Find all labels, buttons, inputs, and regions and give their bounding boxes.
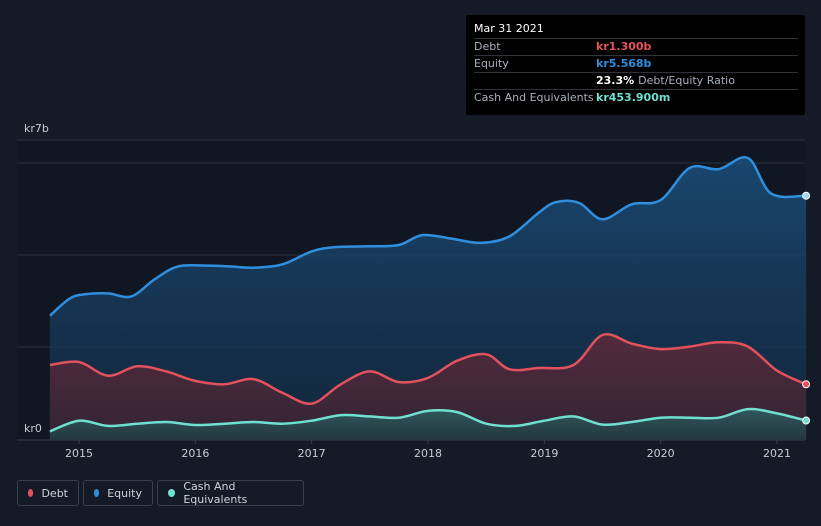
tooltip-value: kr5.568b [596, 57, 652, 70]
cash-and-equivalents-area [49, 408, 807, 440]
x-tick-label: 2017 [298, 447, 326, 460]
data-tooltip: Mar 31 2021 Debt kr1.300b Equity kr5.568… [466, 15, 805, 115]
equity-dot-icon [94, 489, 100, 497]
x-tick-label: 2016 [181, 447, 209, 460]
debt-line [49, 332, 807, 405]
legend-label: Debt [41, 486, 68, 500]
cash-and-equivalents-end-point [802, 416, 811, 425]
legend-item-debt[interactable]: Debt [17, 480, 79, 506]
tooltip-value: kr453.900m [596, 91, 671, 104]
legend-label: Equity [107, 486, 142, 500]
legend-label: Cash And Equivalents [183, 480, 248, 506]
tooltip-label: Cash And Equivalents [474, 91, 594, 104]
x-tick-label: 2019 [530, 447, 558, 460]
debt-area [49, 334, 807, 440]
cash-dot-icon [168, 489, 176, 497]
x-tick-label: 2021 [763, 447, 791, 460]
tooltip-ratio-suffix: Debt/Equity Ratio [638, 74, 735, 87]
x-tick-label: 2015 [65, 447, 93, 460]
tooltip-label: Equity [474, 57, 509, 70]
x-tick-label: 2018 [414, 447, 442, 460]
equity-line [49, 155, 807, 317]
tooltip-label [474, 73, 596, 89]
tooltip-row-equity: Equity kr5.568b [474, 55, 798, 72]
y-tick-label-top: kr7b [24, 122, 49, 135]
debt-end-point [802, 380, 811, 389]
cash-and-equivalents-line [49, 407, 807, 433]
tooltip-row-ratio: 23.3% Debt/Equity Ratio [474, 72, 798, 89]
tooltip-date: Mar 31 2021 [474, 22, 544, 35]
y-tick-label-bottom: kr0 [24, 422, 42, 435]
tooltip-value: 23.3% [596, 74, 635, 87]
tooltip-row-cash: Cash And Equivalents kr453.900m [474, 89, 798, 106]
debt-dot-icon [28, 489, 34, 497]
x-tick-label: 2020 [647, 447, 675, 460]
legend-item-equity[interactable]: Equity [83, 480, 153, 506]
tooltip-label: Debt [474, 40, 501, 53]
equity-end-point [802, 191, 811, 200]
tooltip-value: kr1.300b [596, 40, 652, 53]
legend-item-cash[interactable]: Cash And Equivalents [157, 480, 304, 506]
tooltip-row-debt: Debt kr1.300b [474, 38, 798, 55]
